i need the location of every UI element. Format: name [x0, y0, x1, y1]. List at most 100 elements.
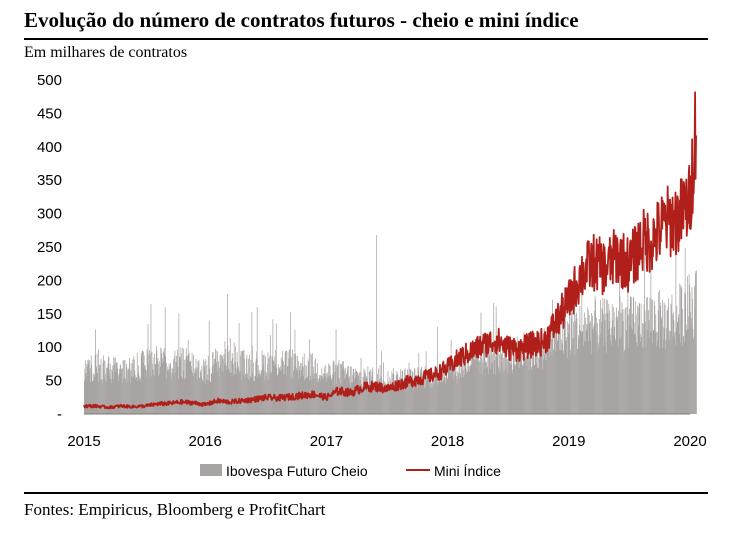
bar: [109, 374, 111, 414]
bar: [680, 342, 682, 414]
bar: [443, 367, 445, 414]
x-tick-label: 2019: [552, 433, 585, 450]
bar: [329, 366, 331, 414]
bar: [476, 343, 478, 414]
bar: [291, 356, 292, 414]
bar: [89, 360, 91, 414]
bar: [131, 375, 132, 414]
bar: [283, 360, 285, 414]
bar: [513, 341, 515, 414]
y-axis-label: Em milhares de contratos: [24, 44, 188, 61]
bar: [431, 387, 432, 414]
bar: [125, 377, 126, 414]
bar: [128, 368, 130, 414]
bar: [541, 369, 543, 414]
bar: [522, 364, 524, 414]
bar: [422, 372, 424, 414]
bar: [189, 361, 191, 414]
bar: [656, 331, 658, 414]
bar: [262, 368, 263, 414]
bar: [516, 357, 518, 414]
bar: [85, 373, 87, 414]
bar: [641, 337, 642, 414]
bar: [527, 348, 528, 414]
bar: [694, 308, 696, 414]
bar: [587, 307, 589, 414]
bar: [100, 358, 102, 414]
bar: [96, 353, 98, 414]
bar: [317, 382, 319, 414]
bar: [213, 373, 215, 414]
bar: [471, 364, 473, 414]
bar: [695, 271, 697, 414]
bar: [449, 369, 451, 414]
bar: [601, 308, 603, 414]
bar: [599, 336, 601, 414]
bar: [122, 383, 123, 414]
bar: [289, 350, 291, 414]
bar: [165, 355, 167, 414]
bar: [215, 350, 217, 414]
bar: [143, 351, 144, 414]
bar: [561, 349, 563, 414]
bar: [177, 349, 178, 414]
bar: [131, 377, 133, 414]
bar: [623, 352, 624, 414]
bar: [174, 356, 175, 414]
bar: [627, 274, 629, 414]
bar: [153, 357, 155, 414]
bar: [238, 366, 239, 414]
bar: [401, 380, 403, 414]
bar: [407, 369, 408, 414]
bar: [630, 296, 632, 414]
bar: [106, 367, 107, 414]
bar: [140, 353, 142, 414]
bar: [141, 351, 143, 414]
bar: [117, 381, 119, 414]
bar: [543, 328, 545, 414]
bar: [677, 322, 679, 414]
bar: [396, 371, 398, 414]
bar: [404, 368, 406, 414]
bar: [280, 366, 282, 414]
bar: [580, 332, 582, 414]
bar: [448, 363, 450, 414]
bar: [296, 370, 297, 414]
bar: [403, 389, 405, 414]
bar: [107, 356, 109, 414]
bar: [439, 375, 441, 414]
bar: [315, 358, 316, 414]
bar: [374, 385, 376, 414]
bar: [367, 366, 369, 414]
bar: [109, 363, 111, 414]
bar: [232, 357, 234, 414]
bar: [541, 329, 543, 414]
bar: [519, 367, 521, 414]
bar: [671, 294, 673, 414]
bar: [384, 381, 385, 414]
bar: [228, 368, 230, 414]
bar: [507, 359, 508, 414]
bar: [630, 297, 632, 414]
bar: [434, 382, 436, 414]
bar: [145, 376, 147, 414]
bar: [180, 353, 182, 414]
bar: [611, 304, 613, 414]
bar: [170, 373, 172, 414]
bar: [618, 336, 620, 414]
bar: [621, 335, 622, 414]
bar: [443, 359, 445, 414]
bar: [141, 356, 143, 414]
bar: [654, 332, 656, 414]
bar: [239, 373, 240, 414]
bar: [247, 377, 249, 414]
bar: [252, 372, 254, 414]
bar: [354, 380, 356, 414]
bar: [682, 337, 684, 414]
bar: [201, 377, 202, 414]
bar: [263, 354, 265, 414]
bar: [166, 366, 168, 414]
bar: [438, 382, 439, 414]
bar: [201, 365, 203, 414]
bar: [448, 368, 450, 414]
